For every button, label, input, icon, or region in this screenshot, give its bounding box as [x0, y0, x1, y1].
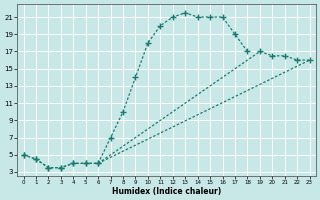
X-axis label: Humidex (Indice chaleur): Humidex (Indice chaleur): [112, 187, 221, 196]
